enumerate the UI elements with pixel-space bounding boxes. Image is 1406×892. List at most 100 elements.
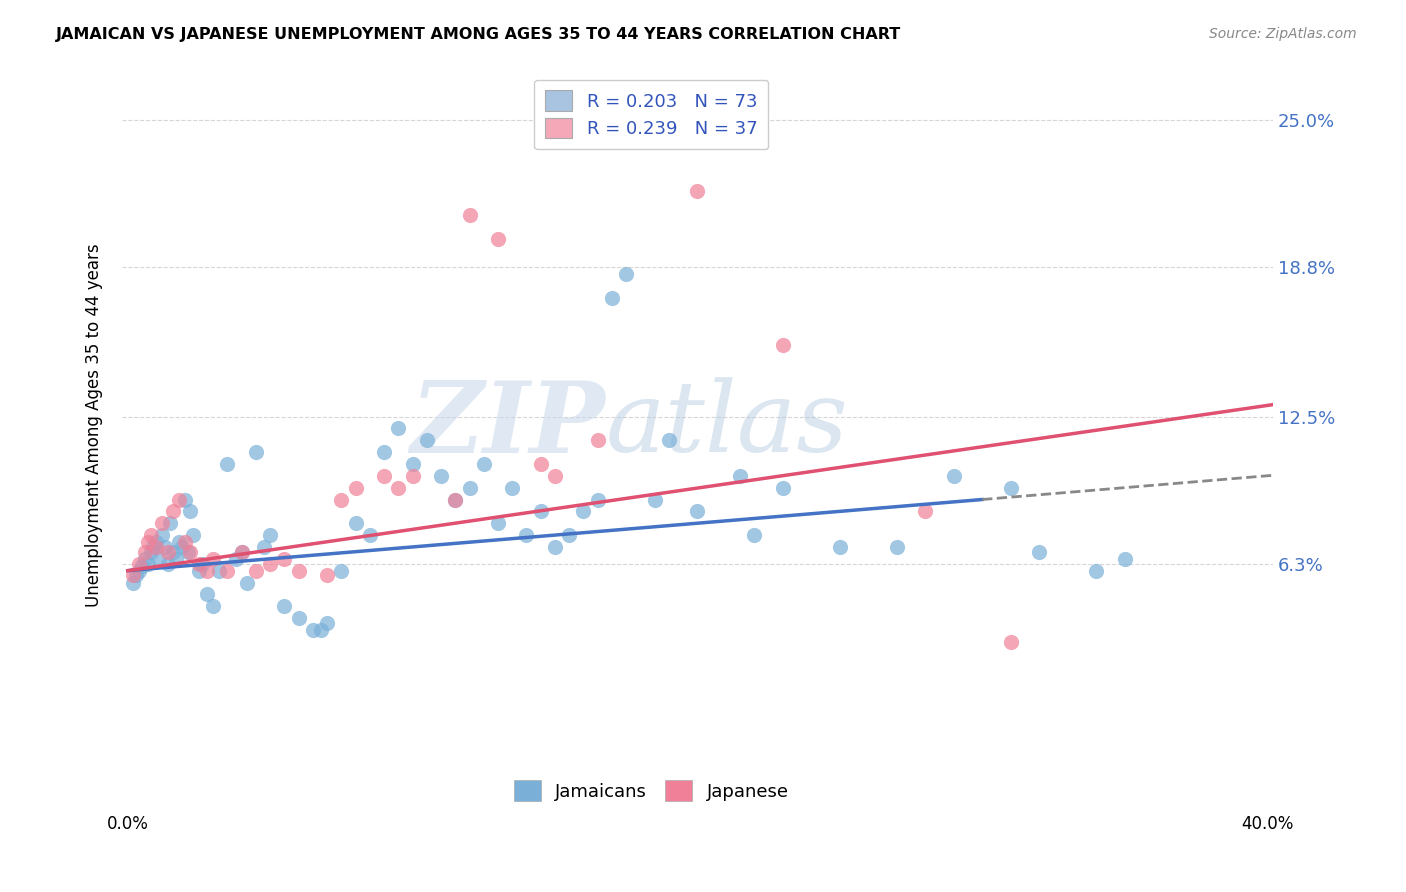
Point <box>179 504 201 518</box>
Text: ZIP: ZIP <box>411 376 606 473</box>
Point <box>125 568 148 582</box>
Text: atlas: atlas <box>606 377 848 473</box>
Point <box>122 575 145 590</box>
Point <box>187 557 209 571</box>
Point <box>217 564 239 578</box>
Point <box>914 504 936 518</box>
Point <box>191 557 214 571</box>
Point <box>231 544 253 558</box>
Text: 40.0%: 40.0% <box>1240 815 1294 833</box>
Point <box>167 492 190 507</box>
Point <box>311 623 333 637</box>
Point <box>458 208 481 222</box>
Point <box>162 544 184 558</box>
Point <box>197 564 219 578</box>
Point <box>486 232 509 246</box>
Point <box>316 615 339 630</box>
Point <box>316 568 339 582</box>
Point <box>430 468 453 483</box>
Point <box>202 551 225 566</box>
Point <box>373 445 395 459</box>
Point <box>245 564 267 578</box>
Point <box>134 544 156 558</box>
Point <box>401 468 423 483</box>
Point <box>558 528 581 542</box>
Point <box>170 540 193 554</box>
Point <box>586 434 609 448</box>
Point <box>179 544 201 558</box>
Text: 0.0%: 0.0% <box>107 815 149 833</box>
Point <box>686 504 709 518</box>
Point <box>136 535 159 549</box>
Point <box>387 421 409 435</box>
Point <box>942 468 965 483</box>
Point <box>145 535 167 549</box>
Point <box>1085 564 1108 578</box>
Text: Source: ZipAtlas.com: Source: ZipAtlas.com <box>1209 27 1357 41</box>
Point <box>134 551 156 566</box>
Point <box>728 468 751 483</box>
Point <box>139 544 162 558</box>
Point <box>225 551 247 566</box>
Point <box>181 528 204 542</box>
Point <box>686 184 709 198</box>
Point <box>330 492 353 507</box>
Point <box>217 457 239 471</box>
Point <box>600 291 623 305</box>
Point <box>330 564 353 578</box>
Point <box>148 551 170 566</box>
Point <box>1000 481 1022 495</box>
Point <box>122 568 145 582</box>
Point <box>359 528 381 542</box>
Point <box>544 468 567 483</box>
Point <box>167 535 190 549</box>
Point <box>153 540 176 554</box>
Point <box>287 564 309 578</box>
Point <box>150 516 173 531</box>
Point <box>162 504 184 518</box>
Point <box>208 564 231 578</box>
Point <box>344 516 367 531</box>
Legend: Jamaicans, Japanese: Jamaicans, Japanese <box>503 769 800 812</box>
Point <box>202 599 225 614</box>
Point <box>530 457 553 471</box>
Point <box>131 558 153 573</box>
Point <box>165 551 187 566</box>
Text: JAMAICAN VS JAPANESE UNEMPLOYMENT AMONG AGES 35 TO 44 YEARS CORRELATION CHART: JAMAICAN VS JAPANESE UNEMPLOYMENT AMONG … <box>56 27 901 42</box>
Point <box>1028 544 1050 558</box>
Point <box>742 528 765 542</box>
Point <box>886 540 908 554</box>
Point <box>1000 634 1022 648</box>
Point <box>236 575 259 590</box>
Point <box>472 457 495 471</box>
Point <box>501 481 523 495</box>
Y-axis label: Unemployment Among Ages 35 to 44 years: Unemployment Among Ages 35 to 44 years <box>86 243 103 607</box>
Point <box>173 535 195 549</box>
Point <box>444 492 467 507</box>
Point <box>128 557 150 571</box>
Point <box>458 481 481 495</box>
Point <box>287 611 309 625</box>
Point <box>658 434 681 448</box>
Point <box>142 540 165 554</box>
Point <box>544 540 567 554</box>
Point <box>344 481 367 495</box>
Point <box>273 551 295 566</box>
Point <box>176 544 198 558</box>
Point <box>145 540 167 554</box>
Point <box>156 557 179 571</box>
Point <box>530 504 553 518</box>
Point <box>828 540 851 554</box>
Point <box>159 516 181 531</box>
Point <box>644 492 666 507</box>
Point <box>444 492 467 507</box>
Point <box>231 544 253 558</box>
Point <box>302 623 325 637</box>
Point <box>139 528 162 542</box>
Point <box>150 528 173 542</box>
Point <box>128 564 150 578</box>
Point <box>273 599 295 614</box>
Point <box>416 434 439 448</box>
Point <box>173 492 195 507</box>
Point <box>259 528 281 542</box>
